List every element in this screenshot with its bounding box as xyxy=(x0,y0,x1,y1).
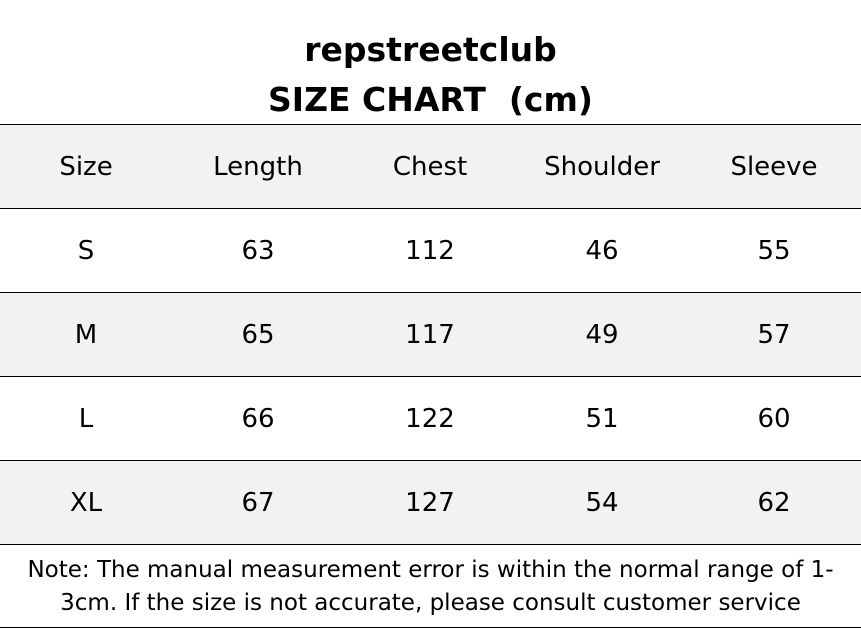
table-row: L 66 122 51 60 xyxy=(0,376,861,460)
table-cell: 62 xyxy=(757,487,791,518)
header-row: Size Length Chest Shoulder Sleeve xyxy=(0,124,861,208)
note-line: Note: The manual measurement error is wi… xyxy=(27,557,834,583)
column-header: Size xyxy=(59,151,113,182)
table-cell: 54 xyxy=(585,487,619,518)
table-row: XL 67 127 54 62 xyxy=(0,460,861,544)
table-cell: 51 xyxy=(585,403,619,434)
table-cell: 127 xyxy=(405,487,455,518)
table-cell: L xyxy=(78,403,94,434)
column-header: Shoulder xyxy=(544,151,660,182)
table-row: M 65 117 49 57 xyxy=(0,292,861,376)
table-cell: XL xyxy=(69,487,103,518)
table-cell: 117 xyxy=(405,319,455,350)
table-cell: 63 xyxy=(241,235,275,266)
table-cell: S xyxy=(77,235,95,266)
size-table: Size Length Chest Shoulder Sleeve S 63 112 46 55 M… xyxy=(0,124,861,628)
table-cell: 49 xyxy=(585,319,619,350)
table-cell: 60 xyxy=(757,403,791,434)
note-line: 3cm. If the size is not accurate, please… xyxy=(60,590,801,616)
note: Note: The manual measurement error is wi… xyxy=(0,544,861,628)
table-cell: 55 xyxy=(757,235,791,266)
table-cell: 122 xyxy=(405,403,455,434)
column-header: Chest xyxy=(392,151,468,182)
brand-title: repstreetclub xyxy=(304,30,557,69)
table-cell: 66 xyxy=(241,403,275,434)
table-cell: 46 xyxy=(585,235,619,266)
table-cell: 65 xyxy=(241,319,275,350)
column-header: Sleeve xyxy=(730,151,818,182)
chart-title: SIZE CHART (cm) xyxy=(268,80,593,119)
column-header: Length xyxy=(213,151,303,182)
table-cell: 57 xyxy=(757,319,791,350)
table-cell: 112 xyxy=(405,235,455,266)
table-cell: 67 xyxy=(241,487,275,518)
table-cell: M xyxy=(74,319,98,350)
table-row: S 63 112 46 55 xyxy=(0,208,861,292)
